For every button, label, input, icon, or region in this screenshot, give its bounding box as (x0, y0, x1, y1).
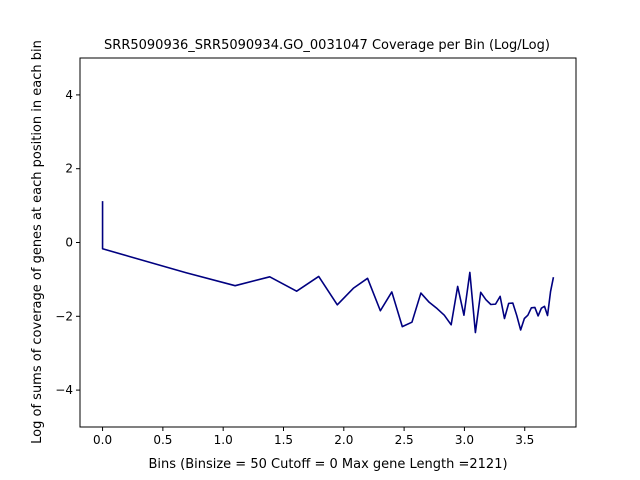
y-tick-label: 2 (65, 162, 73, 176)
x-tick-label: 2.0 (334, 433, 353, 447)
plot-area (79, 57, 577, 428)
x-axis: 0.0 0.5 1.0 1.5 2.0 2.5 3.0 3.5 (93, 427, 534, 447)
x-tick-label: 1.0 (214, 433, 233, 447)
y-tick-label: 4 (65, 88, 73, 102)
y-axis: −4 −2 0 2 4 (55, 88, 80, 397)
x-tick-label: 2.5 (395, 433, 414, 447)
x-tick-label: 3.0 (455, 433, 474, 447)
x-tick-label: 0.5 (153, 433, 172, 447)
chart-title: SRR5090936_SRR5090934.GO_0031047 Coverag… (104, 38, 550, 53)
x-tick-label: 0.0 (93, 433, 112, 447)
y-axis-label: Log of sums of coverage of genes at each… (30, 40, 45, 444)
y-tick-label: −2 (55, 309, 73, 323)
x-axis-label: Bins (Binsize = 50 Cutoff = 0 Max gene L… (148, 457, 507, 472)
y-tick-label: −4 (55, 383, 73, 397)
y-tick-label: 0 (65, 236, 73, 250)
x-tick-label: 3.5 (515, 433, 534, 447)
x-tick-label: 1.5 (274, 433, 293, 447)
series-line (101, 201, 555, 334)
